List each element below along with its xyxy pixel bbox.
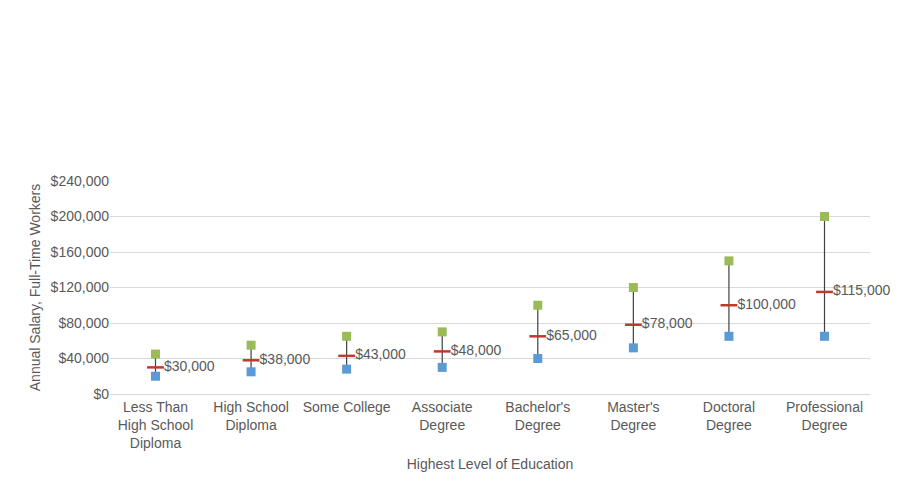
svg-text:Some College: Some College xyxy=(303,399,391,415)
svg-text:$100,000: $100,000 xyxy=(737,296,796,312)
svg-text:$120,000: $120,000 xyxy=(51,279,110,295)
svg-text:$200,000: $200,000 xyxy=(51,208,110,224)
svg-text:$115,000: $115,000 xyxy=(833,282,891,298)
svg-text:$78,000: $78,000 xyxy=(642,315,693,331)
svg-text:$240,000: $240,000 xyxy=(51,173,110,189)
svg-text:DoctoralDegree: DoctoralDegree xyxy=(703,399,755,433)
svg-text:Less ThanHigh SchoolDiploma: Less ThanHigh SchoolDiploma xyxy=(118,399,194,451)
svg-text:Master'sDegree: Master'sDegree xyxy=(607,399,659,433)
svg-text:AssociateDegree: AssociateDegree xyxy=(412,399,473,433)
svg-text:$38,000: $38,000 xyxy=(260,351,311,367)
svg-text:Bachelor'sDegree: Bachelor'sDegree xyxy=(505,399,570,433)
svg-text:$40,000: $40,000 xyxy=(58,350,109,366)
svg-text:$30,000: $30,000 xyxy=(164,358,215,374)
svg-text:Highest Level of Education: Highest Level of Education xyxy=(407,456,574,472)
svg-text:ProfessionalDegree: ProfessionalDegree xyxy=(786,399,863,433)
svg-text:$48,000: $48,000 xyxy=(451,342,502,358)
svg-text:$43,000: $43,000 xyxy=(355,346,406,362)
svg-text:$0: $0 xyxy=(93,386,109,402)
svg-text:$160,000: $160,000 xyxy=(51,244,110,260)
svg-text:$80,000: $80,000 xyxy=(58,315,109,331)
svg-text:High SchoolDiploma: High SchoolDiploma xyxy=(213,399,289,433)
svg-text:Annual Salary, Full-Time Worke: Annual Salary, Full-Time Workers xyxy=(27,184,43,391)
svg-text:$65,000: $65,000 xyxy=(546,327,597,343)
